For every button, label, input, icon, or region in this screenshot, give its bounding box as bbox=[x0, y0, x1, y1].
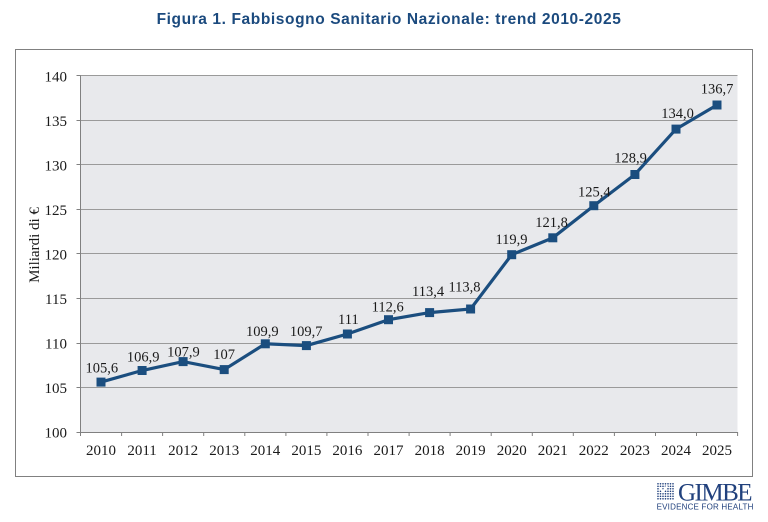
svg-text:2021: 2021 bbox=[538, 443, 568, 459]
svg-text:2014: 2014 bbox=[250, 443, 281, 459]
svg-text:106,9: 106,9 bbox=[127, 349, 160, 365]
svg-text:2012: 2012 bbox=[168, 443, 198, 459]
svg-text:125,4: 125,4 bbox=[578, 184, 611, 200]
svg-text:2023: 2023 bbox=[620, 443, 650, 459]
svg-text:2017: 2017 bbox=[374, 443, 405, 459]
svg-text:134,0: 134,0 bbox=[661, 106, 694, 122]
svg-text:140: 140 bbox=[45, 69, 68, 85]
svg-text:2015: 2015 bbox=[291, 443, 321, 459]
svg-text:135: 135 bbox=[45, 114, 68, 130]
svg-text:109,9: 109,9 bbox=[246, 324, 279, 340]
svg-text:120: 120 bbox=[45, 248, 68, 264]
svg-text:110: 110 bbox=[45, 337, 67, 353]
svg-text:100: 100 bbox=[45, 426, 68, 442]
svg-text:2020: 2020 bbox=[497, 443, 527, 459]
svg-text:Miliardi di €: Miliardi di € bbox=[27, 207, 43, 283]
svg-text:GIMBE: GIMBE bbox=[678, 479, 752, 506]
svg-text:112,6: 112,6 bbox=[372, 300, 404, 316]
svg-text:125: 125 bbox=[45, 203, 68, 219]
svg-text:2018: 2018 bbox=[415, 443, 445, 459]
svg-text:2016: 2016 bbox=[332, 443, 363, 459]
svg-text:2013: 2013 bbox=[209, 443, 239, 459]
svg-text:2010: 2010 bbox=[86, 443, 116, 459]
svg-text:2022: 2022 bbox=[579, 443, 609, 459]
svg-text:105,6: 105,6 bbox=[85, 360, 118, 376]
svg-text:115: 115 bbox=[45, 292, 67, 308]
svg-text:121,8: 121,8 bbox=[535, 215, 568, 231]
svg-text:128,9: 128,9 bbox=[614, 150, 647, 166]
svg-text:2019: 2019 bbox=[456, 443, 486, 459]
svg-text:111: 111 bbox=[338, 312, 359, 328]
svg-text:130: 130 bbox=[45, 158, 68, 174]
svg-text:113,8: 113,8 bbox=[448, 280, 480, 296]
svg-text:2025: 2025 bbox=[702, 443, 732, 459]
svg-text:113,4: 113,4 bbox=[412, 284, 445, 300]
svg-text:2024: 2024 bbox=[661, 443, 692, 459]
svg-text:107: 107 bbox=[213, 347, 235, 363]
svg-text:EVIDENCE FOR HEALTH: EVIDENCE FOR HEALTH bbox=[657, 502, 754, 511]
svg-text:109,7: 109,7 bbox=[290, 324, 323, 340]
svg-text:136,7: 136,7 bbox=[701, 82, 734, 98]
svg-text:2011: 2011 bbox=[127, 443, 156, 459]
svg-text:107,9: 107,9 bbox=[167, 344, 200, 360]
svg-text:105: 105 bbox=[45, 381, 68, 397]
svg-text:119,9: 119,9 bbox=[495, 232, 527, 248]
